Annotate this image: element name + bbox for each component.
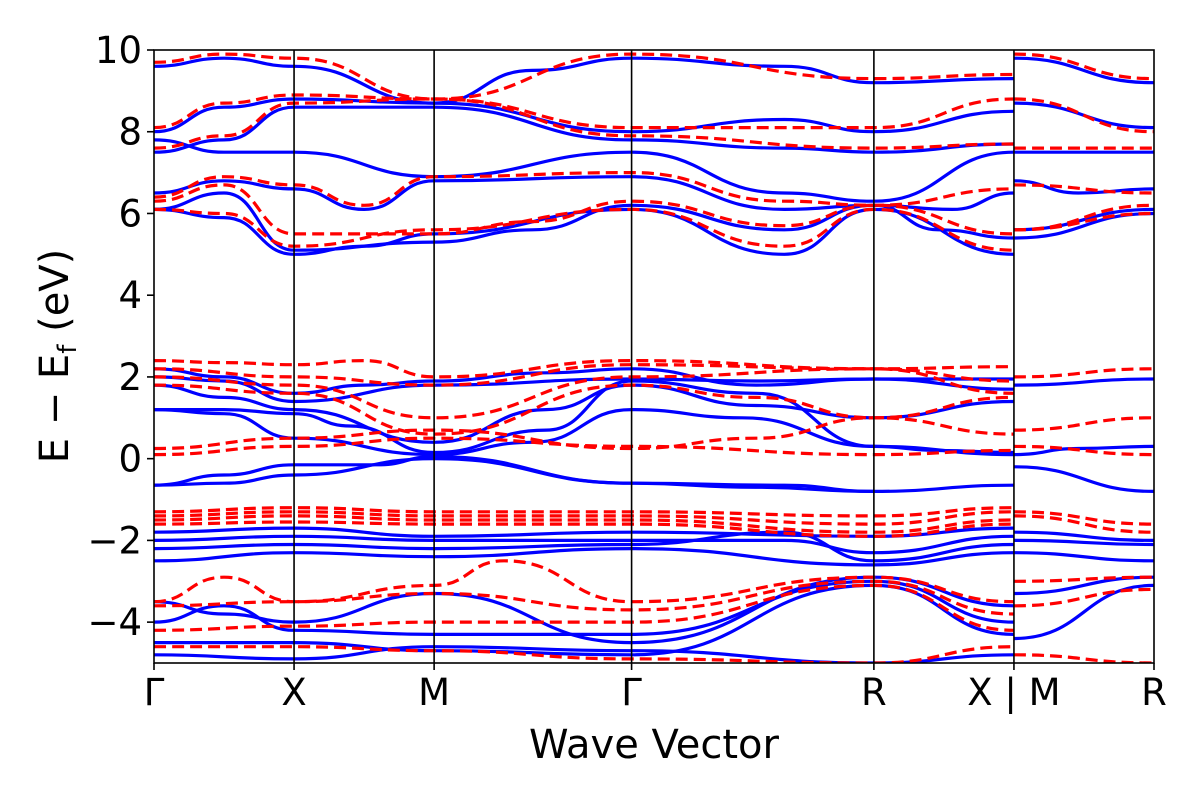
y-tick-label: 2 [118,356,142,399]
x-axis-title: Wave Vector [529,722,780,768]
band-line-dashed-19-0 [154,52,1014,101]
x-tick-label: X [281,671,306,714]
band-line-solid-1-0 [154,455,874,493]
band-line-solid-7-1 [1013,530,1154,542]
x-tick-label: R [1141,671,1167,714]
band-line-dashed-6-0 [154,506,1014,518]
band-line-dashed-1-1 [1013,416,1154,432]
y-axis-title-main: E − E [32,354,78,464]
band-line-dashed-5-0 [154,359,1014,379]
band-line-dashed-9-0 [154,520,1014,538]
band-line-solid-18-0 [154,105,1014,154]
band-line-dashed-7-0 [154,510,1014,526]
x-axis-ticks: Γ X M Γ R X | M R [144,663,1167,714]
band-line-dashed-10-1 [1013,575,1154,583]
band-line-dashed-16-1 [1013,183,1154,195]
band-line-solid-21-1 [1013,56,1154,85]
x-tick-label: Γ [144,671,165,714]
band-line-dashed-15-0 [154,183,1014,236]
band-line-dashed-4-0 [154,363,1014,387]
band-line-dashed-16-0 [154,171,1014,207]
band-line-solid-16-1 [1013,211,1154,240]
band-line-solid-8-1 [1013,538,1154,547]
band-line-solid-16-0 [154,191,1014,252]
y-tick-label: 0 [118,438,142,481]
y-tick-label: 10 [95,29,142,72]
x-tick-label: X | M [967,671,1060,714]
band-line-dashed-19-1 [1013,52,1154,81]
band-line-dashed-8-0 [154,514,1014,534]
band-line-dashed-7-1 [1013,514,1154,534]
y-tick-label: 4 [118,274,142,317]
y-tick-label: −2 [87,519,142,562]
y-tick-label: −4 [87,601,142,644]
band-line-dashed-13-1 [1013,653,1154,663]
band-line-solid-12-1 [1013,583,1154,641]
y-tick-label: 8 [118,111,142,154]
band-line-dashed-10-0 [154,559,1014,604]
band-line-dashed-15-1 [1013,211,1154,232]
band-line-dashed-0-0 [154,436,1014,457]
y-axis-title: E − Ef (eV) [32,249,83,464]
band-line-dashed-1-0 [154,416,1014,451]
x-tick-label: R [861,671,887,714]
band-line-dashed-13-0 [154,645,1014,663]
band-line-dashed-11-0 [154,579,1014,616]
band-line-dashed-18-1 [1013,97,1154,134]
band-line-solid-10-0 [154,547,1014,567]
band-line-dashed-5-1 [1013,367,1154,379]
x-tick-label: M [418,671,450,714]
x-tick-label: Γ [621,671,642,714]
band-line-solid-4-1 [1013,377,1154,387]
plot-frame [153,49,1155,664]
band-line-solid-0-0 [154,457,1014,493]
y-axis-title-unit: (eV) [32,249,78,345]
y-axis-title-subscript: f [53,344,83,354]
band-line-solid-9-1 [1013,551,1154,563]
band-line-solid-5-0 [154,367,1014,395]
band-line-dashed-3-0 [154,367,1014,420]
y-tick-label: 6 [118,192,142,235]
band-line-solid-0-1 [1013,465,1154,493]
high-symmetry-lines [293,50,1015,663]
band-line-dashed-11-1 [1013,587,1154,608]
band-line-dashed-12-0 [154,583,1014,632]
bands-layer [154,52,1154,663]
band-line-solid-2-0 [154,408,1014,457]
band-line-solid-20-0 [154,97,1014,134]
y-axis-ticks: −4 −2 0 2 4 6 8 10 [87,29,154,644]
band-line-dashed-0-1 [1013,444,1154,457]
band-line-solid-17-1 [1013,179,1154,195]
band-line-dashed-6-1 [1013,510,1154,526]
